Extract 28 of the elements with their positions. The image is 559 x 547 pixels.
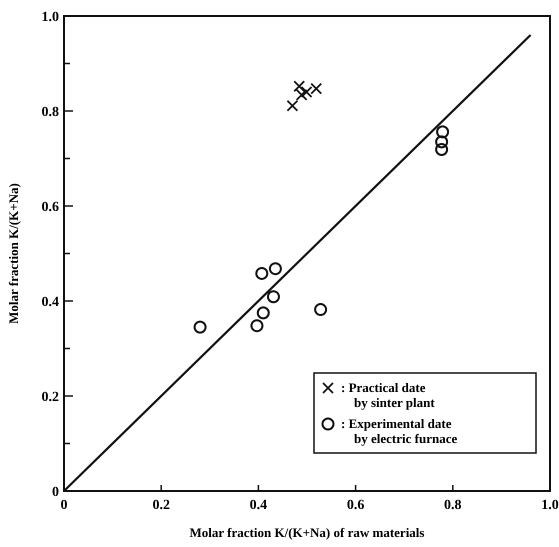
point (296, 88, 308, 101)
x-axis-title: Molar fraction K/(K+Na) of raw materials (190, 525, 424, 540)
point (266, 290, 280, 304)
point (293, 80, 306, 92)
point (268, 262, 282, 276)
point (256, 306, 270, 320)
point (194, 320, 207, 334)
point (435, 135, 448, 148)
legend-label: : Practical date by sinter plant (341, 380, 436, 410)
point (255, 266, 268, 280)
y-tick-label: 0 (52, 484, 59, 500)
point (436, 125, 450, 138)
x-tick-label: 1.0 (541, 498, 559, 513)
y-tick-label: 1.0 (42, 10, 59, 25)
y-tick-label: 0.4 (42, 294, 59, 310)
y-tick-label: 0.6 (42, 200, 59, 215)
legend-label: : Experimental date by electric furnace (341, 416, 458, 446)
point (314, 303, 328, 316)
x-tick-label: 0.4 (250, 498, 268, 513)
point (435, 142, 448, 156)
x-tick-label: 0.8 (444, 498, 462, 513)
x-tick-label: 0.6 (346, 498, 364, 513)
point (250, 319, 264, 332)
point (286, 100, 298, 112)
y-tick-label: 0.8 (42, 104, 59, 120)
x-tick-label: 0.2 (152, 498, 170, 513)
y-axis-title: Molar fraction K/(K+Na) (6, 183, 21, 324)
y-tick-label: 0.2 (42, 390, 59, 405)
